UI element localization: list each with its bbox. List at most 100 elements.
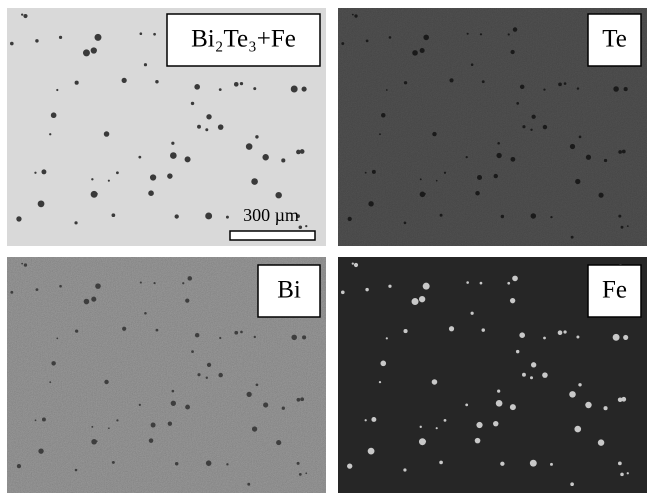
- particle: [542, 372, 548, 378]
- particle: [112, 461, 115, 464]
- particle: [585, 402, 591, 408]
- particle: [75, 469, 78, 472]
- particle: [493, 421, 498, 426]
- particle: [511, 157, 516, 162]
- particle: [299, 473, 302, 476]
- particle: [419, 296, 425, 302]
- particle: [84, 299, 90, 305]
- particle: [508, 33, 510, 35]
- particle: [497, 389, 500, 392]
- particle: [449, 326, 454, 331]
- particle: [550, 463, 553, 466]
- particle: [191, 350, 194, 353]
- particle: [480, 33, 482, 35]
- particle: [75, 329, 78, 332]
- particle: [613, 86, 619, 92]
- particle: [423, 35, 429, 41]
- particle: [366, 39, 369, 42]
- particle: [522, 125, 525, 128]
- particle: [622, 150, 626, 154]
- particle: [253, 87, 256, 90]
- particle: [297, 462, 300, 465]
- particle: [354, 14, 357, 17]
- particle: [191, 102, 194, 105]
- particle: [482, 80, 485, 83]
- particle: [618, 397, 623, 402]
- particle: [291, 86, 298, 93]
- particle: [10, 42, 14, 46]
- panel-label: Bi: [277, 277, 301, 304]
- particle: [108, 427, 110, 429]
- particle: [563, 330, 566, 333]
- particle: [247, 392, 252, 397]
- particle: [56, 89, 58, 91]
- particle: [49, 381, 51, 383]
- particle: [624, 87, 628, 91]
- particle: [219, 88, 222, 91]
- particle: [51, 361, 55, 365]
- particle: [621, 226, 624, 229]
- particle: [49, 133, 51, 135]
- particle: [275, 192, 281, 198]
- particle: [578, 383, 581, 386]
- particle: [496, 400, 503, 407]
- particle: [302, 87, 307, 92]
- particle: [475, 191, 479, 195]
- particle: [571, 236, 574, 239]
- particle: [501, 215, 504, 218]
- particle: [465, 404, 468, 407]
- particle: [627, 225, 629, 227]
- particle: [194, 84, 200, 90]
- particle: [439, 461, 443, 465]
- particle: [579, 136, 582, 139]
- particle: [388, 285, 391, 288]
- particle: [104, 131, 110, 137]
- particle: [623, 335, 628, 340]
- particle: [576, 335, 579, 338]
- particle: [496, 153, 501, 158]
- particle: [444, 419, 447, 422]
- particle: [522, 373, 526, 377]
- particle: [240, 82, 243, 85]
- particle: [440, 214, 443, 217]
- particle: [112, 213, 116, 217]
- particle: [603, 406, 607, 410]
- particle: [122, 327, 126, 331]
- particle: [305, 472, 307, 474]
- particle: [512, 276, 518, 282]
- particle: [251, 178, 258, 185]
- particle: [150, 174, 156, 180]
- particle: [341, 290, 345, 294]
- particle: [432, 132, 436, 136]
- particle: [297, 398, 301, 402]
- particle: [276, 440, 281, 445]
- particle: [207, 363, 211, 367]
- particle: [296, 150, 301, 155]
- particle: [420, 426, 422, 428]
- particle: [175, 214, 179, 218]
- particle: [218, 373, 222, 377]
- particle: [91, 297, 96, 302]
- particle: [262, 154, 268, 160]
- particle: [171, 401, 176, 406]
- particle: [226, 463, 228, 465]
- particle: [300, 397, 304, 401]
- particle: [256, 383, 259, 386]
- particle: [291, 335, 297, 341]
- particle: [507, 282, 510, 285]
- particle: [23, 14, 27, 18]
- particle: [56, 337, 58, 339]
- particle: [59, 285, 62, 288]
- particle: [620, 473, 624, 477]
- particle: [432, 379, 438, 385]
- particle: [449, 78, 453, 82]
- particle: [543, 337, 546, 340]
- particle: [497, 142, 500, 145]
- particle: [302, 335, 306, 339]
- particle: [482, 328, 485, 331]
- particle: [144, 312, 147, 315]
- particle: [151, 423, 156, 428]
- particle: [153, 282, 155, 284]
- particle: [138, 156, 141, 159]
- particle: [156, 329, 159, 332]
